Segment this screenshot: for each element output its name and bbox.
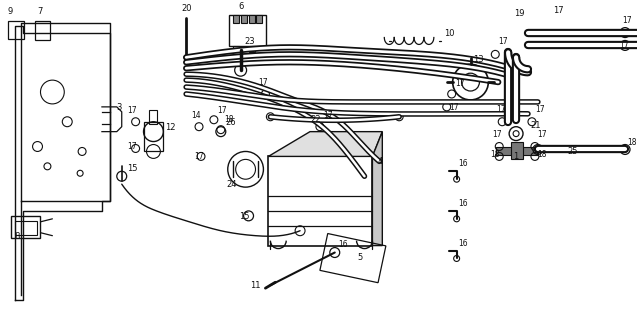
Bar [511,142,523,159]
Bar [35,21,51,40]
Text: 21: 21 [530,121,540,130]
Text: 17: 17 [619,41,628,50]
Text: 7: 7 [38,7,43,16]
Text: 25: 25 [567,147,578,156]
Text: 17: 17 [323,111,333,120]
Bar [233,15,239,23]
Text: 4: 4 [378,157,383,166]
Bar [150,110,157,124]
Bar [143,122,163,151]
Bar [233,46,239,53]
Text: 17: 17 [128,142,138,151]
Text: 17: 17 [194,152,204,161]
Text: 16: 16 [338,239,348,248]
Text: 12: 12 [165,123,176,132]
Bar [320,234,386,283]
Text: 26: 26 [226,118,236,127]
Text: 9: 9 [8,7,13,16]
Bar [228,15,266,46]
Bar [8,21,24,39]
Text: 17: 17 [492,129,502,138]
Text: 15: 15 [127,164,137,173]
Text: 17: 17 [553,6,563,15]
Text: 14: 14 [191,111,201,120]
Text: 20: 20 [181,4,192,13]
Text: 17: 17 [537,129,547,138]
Text: 17: 17 [259,78,268,87]
Text: 6: 6 [238,2,243,11]
Text: 17: 17 [217,106,227,115]
Text: 10: 10 [444,28,454,37]
Text: 16: 16 [459,159,468,168]
Polygon shape [268,132,382,156]
Text: 11: 11 [250,281,260,290]
Polygon shape [372,132,382,246]
Text: 17: 17 [496,105,506,114]
Text: 13: 13 [474,55,484,64]
Text: 17: 17 [456,79,465,88]
Text: 17: 17 [128,106,138,115]
Text: 18: 18 [490,150,500,159]
Text: 8: 8 [15,232,20,241]
Bar [248,15,255,23]
Text: 15: 15 [239,212,249,221]
Text: 3: 3 [116,103,122,112]
Text: 23: 23 [244,37,255,46]
Text: 17: 17 [449,103,458,112]
Text: 5: 5 [358,253,363,262]
Text: 19: 19 [514,9,525,18]
Bar [241,15,246,23]
Text: 1: 1 [513,152,518,161]
Text: 18: 18 [224,115,234,124]
Bar [248,46,255,53]
Text: 17: 17 [499,37,508,46]
Bar [268,156,372,246]
Text: 16: 16 [459,199,468,208]
Bar [15,221,36,235]
Bar [496,146,538,155]
Text: 17: 17 [622,16,632,25]
Text: 17: 17 [535,105,545,114]
Bar [257,15,262,23]
Text: 16: 16 [459,239,468,248]
Text: 24: 24 [227,180,237,189]
Bar [11,216,40,238]
Text: 18: 18 [627,138,637,146]
Text: 22: 22 [310,115,321,124]
Text: 18: 18 [537,150,547,159]
